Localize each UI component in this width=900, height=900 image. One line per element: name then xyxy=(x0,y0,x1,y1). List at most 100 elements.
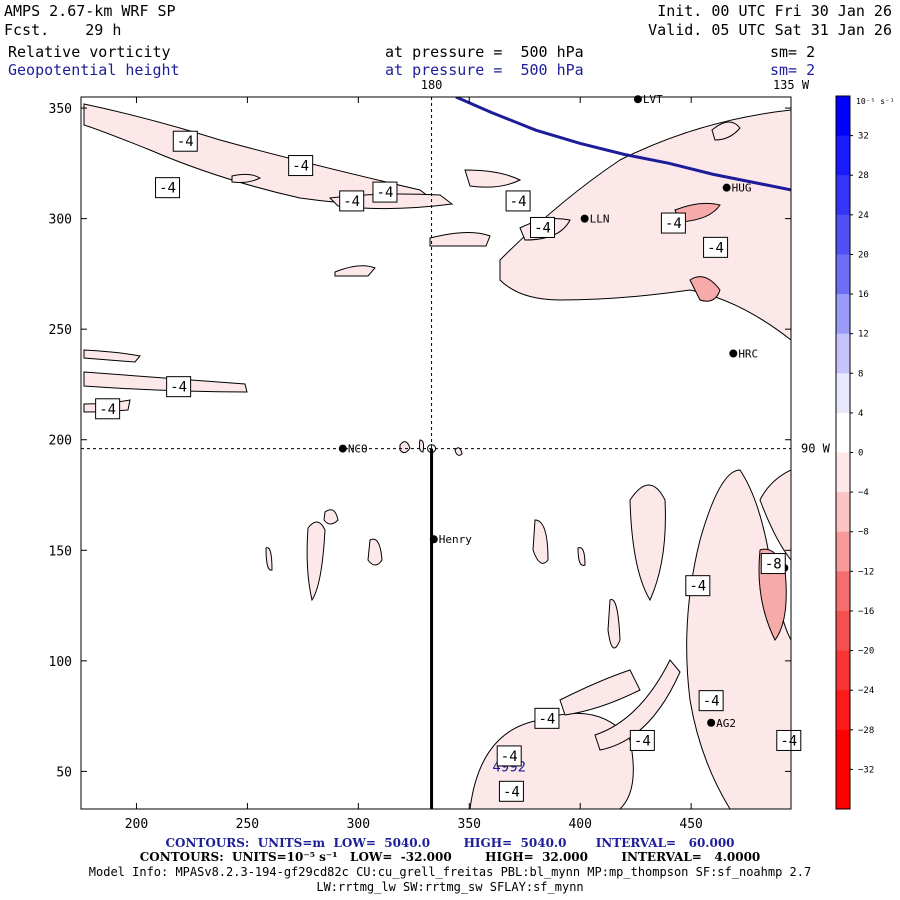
field2-name: Geopotential height xyxy=(8,61,180,79)
colorbar-label: 20 xyxy=(858,250,869,260)
contour-label-box xyxy=(288,155,314,177)
colorbar-label: 12 xyxy=(858,330,869,340)
contour-label-box xyxy=(629,729,655,751)
colorbar-label: −4 xyxy=(858,488,869,498)
colorbar-label: −28 xyxy=(858,726,874,736)
contour-label-box xyxy=(776,729,802,751)
plot-frame xyxy=(80,96,792,810)
contour-label-box xyxy=(496,745,522,767)
y-tick-label: 250 xyxy=(49,323,72,338)
station-label: HUG xyxy=(732,182,752,195)
station-layer: LVT HUG LLN HRC NCO Henry AG2 xyxy=(338,93,789,730)
contour-label: -4 xyxy=(539,711,556,727)
colorbar-swatch xyxy=(836,492,850,533)
contour-label: -4 xyxy=(689,579,706,595)
colorbar-swatch xyxy=(836,96,850,137)
colorbar-swatch xyxy=(836,571,850,612)
station-label: NCO xyxy=(348,443,368,456)
colorbar-label: 4 xyxy=(858,409,863,419)
x-tick-label: 450 xyxy=(679,817,702,832)
colorbar-label: 0 xyxy=(858,449,863,459)
contour-label: -4 xyxy=(634,733,651,749)
x-tick-label: 350 xyxy=(458,817,481,832)
field2-level: at pressure = 500 hPa xyxy=(385,61,584,79)
field1-level: at pressure = 500 hPa xyxy=(385,43,584,61)
colorbar-swatch xyxy=(836,650,850,691)
contour-label: -4 xyxy=(343,194,360,210)
colorbar-label: 24 xyxy=(858,211,869,221)
contour-label: -4 xyxy=(177,134,194,150)
x-tick-label: 250 xyxy=(236,817,259,832)
colorbar-swatch xyxy=(836,690,850,731)
colorbar-swatch xyxy=(836,769,850,809)
height-contour-line xyxy=(455,97,791,192)
contour-label-box xyxy=(95,398,121,420)
contour-label-box xyxy=(698,690,724,712)
contour-label: -4 xyxy=(780,733,797,749)
colorbar-swatch xyxy=(836,175,850,216)
colorbar-swatch xyxy=(836,531,850,572)
field1-name: Relative vorticity xyxy=(8,43,171,61)
contour-label-box xyxy=(660,212,686,234)
station-marker xyxy=(707,718,716,727)
y-tick-label: 200 xyxy=(49,434,72,449)
contour-label: -4 xyxy=(292,159,309,175)
forecast-hour: Fcst. 29 h xyxy=(4,21,122,39)
contour-label-box xyxy=(155,177,181,199)
contour-label-box xyxy=(498,780,524,802)
model-info-physics: LW:rrtmg_lw SW:rrtmg_sw SFLAY:sf_mynn xyxy=(316,880,584,894)
colorbar-label: −12 xyxy=(858,567,874,577)
colorbar-label: 16 xyxy=(858,290,869,300)
vorticity-contour-info: CONTOURS: UNITS=10⁻⁵ s⁻¹ LOW= -32.000 HI… xyxy=(139,850,761,864)
station-label: LLN xyxy=(590,213,610,226)
top-label: 180 xyxy=(421,78,443,92)
colorbar-label: −32 xyxy=(858,765,874,775)
colorbar-swatch xyxy=(836,452,850,493)
colorbar-swatch xyxy=(836,333,850,374)
contour-label: -8 xyxy=(765,557,782,573)
y-tick-label: 50 xyxy=(56,765,72,780)
colorbar-label: −20 xyxy=(858,647,874,657)
contour-label-box xyxy=(530,216,555,238)
contour-label: -4 xyxy=(707,240,724,256)
station-marker xyxy=(633,95,642,104)
colorbar-label: −8 xyxy=(858,528,869,538)
model-title: AMPS 2.67-km WRF SP xyxy=(4,2,176,20)
colorbar-swatch xyxy=(836,214,850,255)
contour-label-box xyxy=(172,130,198,152)
colorbar-label: 32 xyxy=(858,132,869,142)
contour-label: -4 xyxy=(703,694,720,710)
model-info: Model Info: MPASv8.2.3-194-gf29cd82c CU:… xyxy=(88,865,812,879)
colorbar-swatch xyxy=(836,610,850,652)
colorbar-swatch xyxy=(836,729,850,770)
contour-label: -4 xyxy=(99,402,116,418)
contour-label-layer: -4 -4 -4 -4 -4 -4 -4 -4 -4 -4 -4 -4 -8 -4 -4 -4 -4 -4 -4 xyxy=(95,130,802,802)
contour-label-box xyxy=(372,181,398,203)
y-tick-label: 150 xyxy=(49,544,72,559)
station-label: Henry xyxy=(439,533,472,546)
y-tick-label: 300 xyxy=(49,213,72,228)
station-marker xyxy=(338,444,347,453)
colorbar-label: 28 xyxy=(858,171,869,181)
contour-label: -4 xyxy=(377,185,394,201)
colorbar-swatch xyxy=(836,294,850,335)
contour-label: -4 xyxy=(170,380,187,396)
colorbar-swatch xyxy=(836,412,850,453)
contour-label-box xyxy=(685,575,711,597)
contour-label: -4 xyxy=(503,784,520,800)
contour-label-box xyxy=(760,553,786,575)
height-contour-info: CONTOURS: UNITS=m LOW= 5040.0 HIGH= 5040… xyxy=(165,836,735,850)
colorbar-swatch xyxy=(836,254,850,295)
contour-label-box xyxy=(534,707,560,729)
contour-label: -4 xyxy=(501,749,518,765)
top-label: 135 W xyxy=(773,78,810,92)
contour-label: -4 xyxy=(534,220,551,236)
contour-label-box xyxy=(505,190,531,212)
field1-smooth: sm= 2 xyxy=(770,43,816,61)
x-tick-label: 300 xyxy=(347,817,370,832)
colorbar-label: −16 xyxy=(858,607,874,617)
colorbar-unit: 10⁻⁵ s⁻¹ xyxy=(856,97,895,106)
colorbar-swatch xyxy=(836,373,850,414)
y-tick-label: 350 xyxy=(49,102,72,117)
